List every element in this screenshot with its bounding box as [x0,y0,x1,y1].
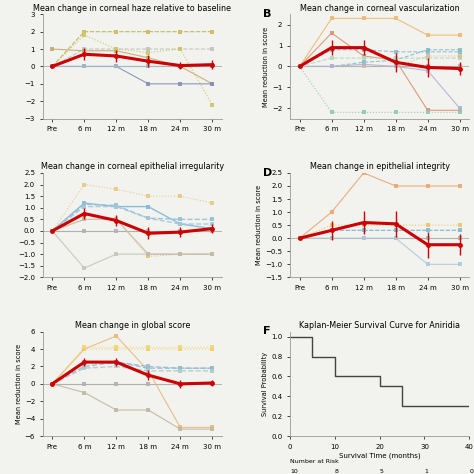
Text: B: B [263,9,272,19]
Title: Mean change in corneal vascularization: Mean change in corneal vascularization [300,4,459,13]
Text: Number at Risk: Number at Risk [290,459,339,464]
Title: Mean change in corneal epithelial irregularity: Mean change in corneal epithelial irregu… [41,163,224,172]
Title: Kaplan-Meier Survival Curve for Aniridia: Kaplan-Meier Survival Curve for Aniridia [299,321,460,330]
Text: F: F [263,327,271,337]
Y-axis label: Mean reduction in score: Mean reduction in score [16,344,22,424]
Text: 5: 5 [380,469,383,474]
Y-axis label: Survival Probability: Survival Probability [262,352,268,416]
Text: D: D [263,168,273,178]
Title: Mean change in epithelial integrity: Mean change in epithelial integrity [310,163,450,172]
Y-axis label: Mean reduction in score: Mean reduction in score [263,26,269,107]
Y-axis label: Mean reduction in score: Mean reduction in score [256,185,263,265]
Text: 0: 0 [469,469,473,474]
Text: 8: 8 [335,469,339,474]
Text: 10: 10 [290,469,298,474]
Title: Mean change in global score: Mean change in global score [74,321,190,330]
Title: Mean change in corneal haze relative to baseline: Mean change in corneal haze relative to … [33,4,231,13]
X-axis label: Survival Time (months): Survival Time (months) [339,453,420,459]
Text: 1: 1 [424,469,428,474]
